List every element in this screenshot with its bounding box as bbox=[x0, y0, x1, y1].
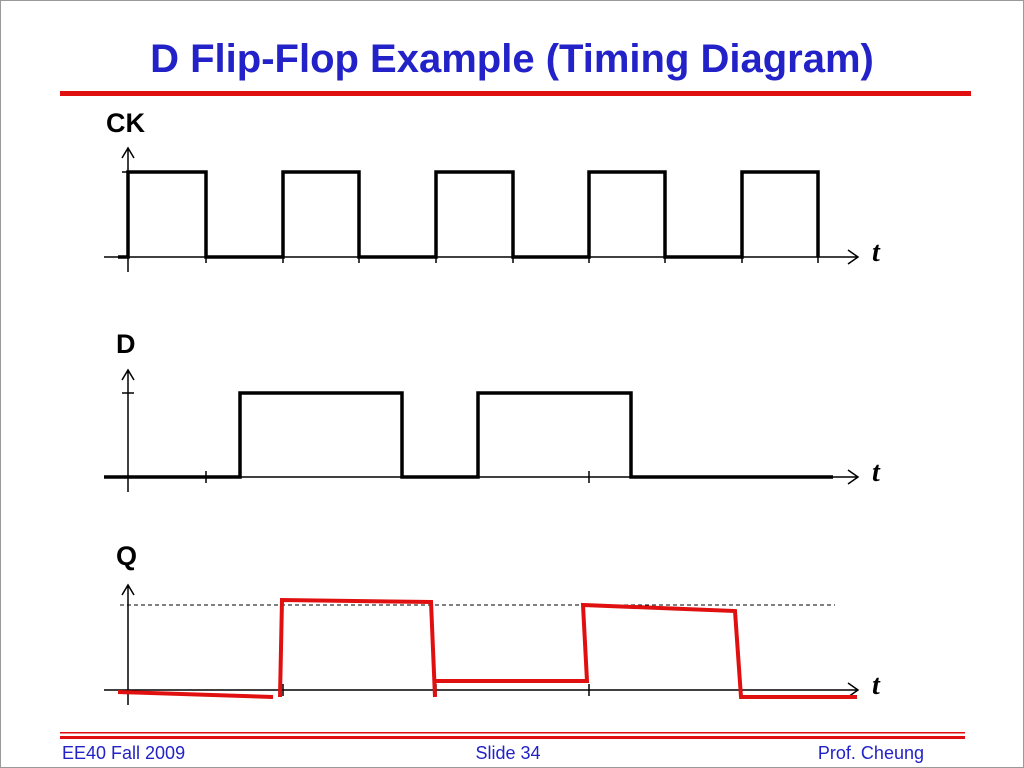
signal-label: Q bbox=[116, 541, 137, 571]
q-waveform bbox=[117, 597, 857, 699]
d-waveform bbox=[104, 391, 833, 479]
signal-label: CK bbox=[106, 108, 145, 138]
time-label: t bbox=[872, 670, 881, 701]
title-rule bbox=[60, 91, 971, 96]
footer-rule bbox=[60, 732, 965, 734]
signal-label: D bbox=[116, 329, 136, 359]
footer-rule bbox=[60, 736, 965, 739]
footer-center: Slide 34 bbox=[475, 743, 540, 763]
footer-right: Prof. Cheung bbox=[818, 743, 924, 763]
ck-waveform bbox=[118, 170, 820, 259]
title: D Flip-Flop Example (Timing Diagram) bbox=[150, 37, 874, 81]
footer-left: EE40 Fall 2009 bbox=[62, 743, 185, 763]
time-label: t bbox=[872, 237, 881, 268]
time-label: t bbox=[872, 457, 881, 488]
